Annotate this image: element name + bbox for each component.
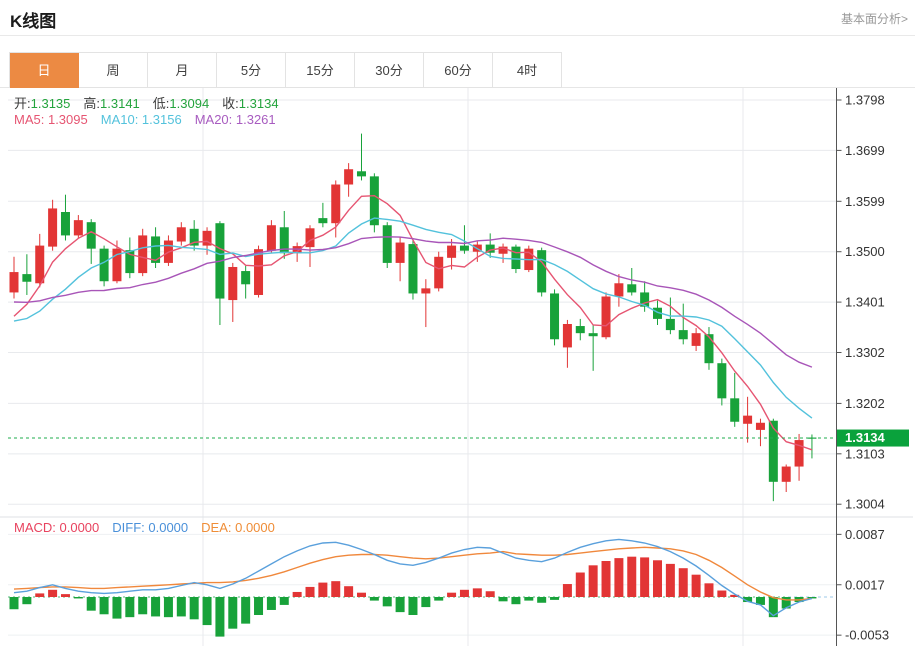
- price-tick-0: 1.3798: [845, 93, 885, 108]
- candles: [9, 133, 817, 502]
- macd-legend-item-0: MACD: 0.0000: [14, 520, 99, 535]
- ma-item-1: MA10: 1.3156: [101, 112, 182, 127]
- tab-period-2[interactable]: 月: [148, 53, 217, 88]
- ohlc-item-3: 收:1.3134: [222, 96, 278, 111]
- ma-readout: MA5: 1.3095 MA10: 1.3156 MA20: 1.3261: [14, 112, 289, 127]
- ohlc-value-1: 1.3141: [100, 96, 140, 111]
- tab-period-1[interactable]: 周: [79, 53, 148, 88]
- ohlc-value-3: 1.3134: [238, 96, 279, 111]
- tab-period-0[interactable]: 日: [10, 53, 79, 88]
- ohlc-item-2: 低:1.3094: [153, 96, 209, 111]
- price-tick-1: 1.3699: [845, 143, 885, 158]
- ohlc-value-2: 1.3094: [169, 96, 210, 111]
- price-tick-8: 1.3004: [845, 497, 885, 512]
- period-tabbar: 日周月 5分 15分 30分 60分 4时: [9, 52, 562, 88]
- ohlc-label-0: 开:: [14, 96, 31, 111]
- ma-value-2: 1.3261: [235, 112, 276, 127]
- ma20-line: [13, 236, 813, 368]
- ma-label-1: MA10:: [100, 112, 142, 127]
- fundamental-analysis-link[interactable]: 基本面分析>: [840, 12, 908, 26]
- tab-period-5[interactable]: 30分: [355, 53, 424, 88]
- macd-legend-value-2: 0.0000: [235, 520, 275, 535]
- current-price-value: 1.3134: [845, 430, 886, 445]
- ohlc-item-1: 高:1.3141: [83, 96, 139, 111]
- tab-period-3[interactable]: 5分: [217, 53, 286, 88]
- price-tick-6: 1.3202: [845, 396, 885, 411]
- ma-item-2: MA20: 1.3261: [195, 112, 276, 127]
- ohlc-label-1: 高:: [83, 96, 101, 111]
- price-tick-4: 1.3401: [845, 295, 885, 310]
- ohlc-label-3: 收:: [222, 96, 239, 111]
- tab-period-4[interactable]: 15分: [286, 53, 355, 88]
- macd-legend-value-1: 0.0000: [148, 520, 189, 535]
- macd-histogram: [9, 556, 817, 637]
- price-tick-7: 1.3103: [845, 446, 885, 461]
- current-price-badge: 1.3134: [837, 429, 909, 447]
- macd-legend-label-2: DEA:: [201, 520, 236, 535]
- dea-line: [13, 546, 813, 601]
- macd-legend-value-0: 0.0000: [59, 520, 100, 535]
- ma-value-0: 1.3095: [47, 112, 88, 127]
- gridlines: [0, 88, 913, 646]
- page-title: K线图: [10, 12, 57, 31]
- diff-line: [13, 538, 813, 617]
- price-tick-2: 1.3599: [845, 194, 885, 209]
- macd-tick-1: 0.0017: [845, 577, 885, 592]
- ohlc-readout: 开:1.3135 高:1.3141 低:1.3094 收:1.3134: [14, 93, 292, 112]
- ma10-line: [13, 217, 813, 419]
- macd-readout: MACD: 0.0000 DIFF: 0.0000 DEA: 0.0000: [14, 520, 288, 535]
- macd-legend-item-2: DEA: 0.0000: [201, 520, 275, 535]
- tab-period-6[interactable]: 60分: [424, 53, 493, 88]
- ohlc-label-2: 低:: [152, 96, 170, 111]
- ma5-line: [13, 194, 813, 451]
- ma-item-0: MA5: 1.3095: [14, 112, 88, 127]
- macd-legend-label-1: DIFF:: [112, 520, 149, 535]
- ohlc-item-0: 开:1.3135: [14, 96, 70, 111]
- header-divider: [0, 35, 915, 36]
- price-tick-5: 1.3302: [845, 345, 885, 360]
- ma-value-1: 1.3156: [141, 112, 182, 127]
- macd-legend-item-1: DIFF: 0.0000: [112, 520, 188, 535]
- macd-legend-label-0: MACD:: [14, 520, 60, 535]
- price-axis: 1.3798 1.3699 1.3599 1.3500 1.3401 1.3302 1.32…: [836, 88, 889, 646]
- ma-label-2: MA20:: [194, 112, 236, 127]
- macd-tick-0: 0.0087: [845, 527, 885, 542]
- ohlc-value-0: 1.3135: [30, 96, 71, 111]
- tab-period-7[interactable]: 4时: [493, 53, 562, 88]
- price-tick-3: 1.3500: [845, 244, 885, 259]
- macd-tick-2: -0.0053: [845, 628, 889, 643]
- ma-label-0: MA5:: [14, 112, 48, 127]
